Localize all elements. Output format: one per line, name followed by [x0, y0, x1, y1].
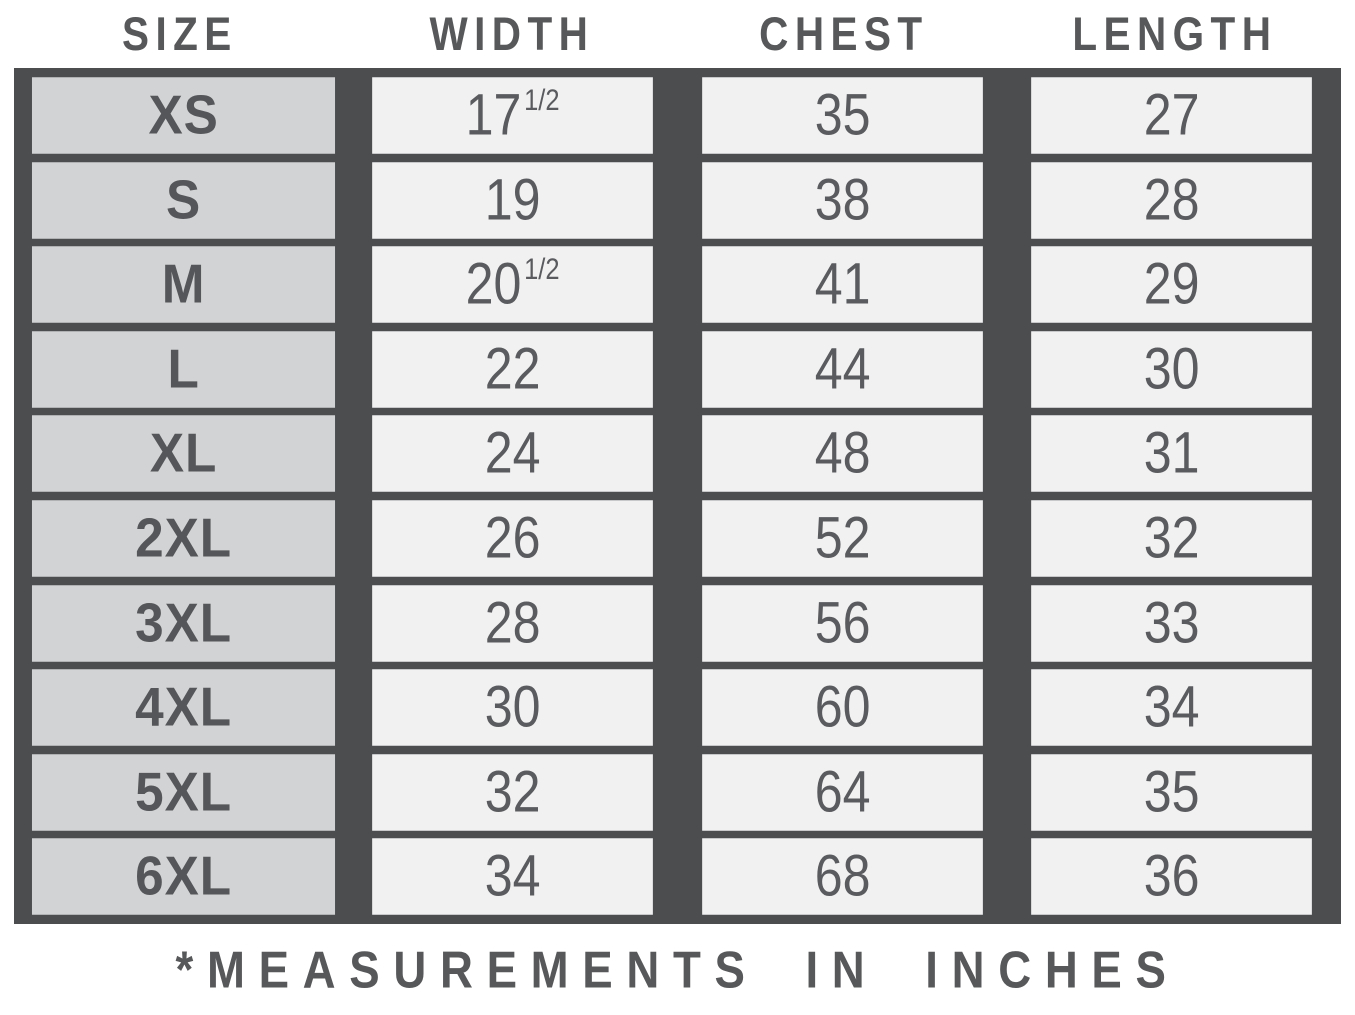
- chest-cell: 56: [701, 584, 983, 661]
- size-cell: 4XL: [31, 669, 336, 746]
- width-fraction: 1/2: [524, 84, 560, 118]
- width-value: 26: [484, 505, 541, 571]
- size-cell: 2XL: [31, 500, 336, 577]
- length-cell: 35: [1030, 754, 1312, 831]
- width-value: 34: [484, 843, 541, 909]
- width-cell: 32: [372, 754, 654, 831]
- width-value: 32: [484, 758, 541, 825]
- size-cell: 5XL: [31, 754, 336, 831]
- width-value: 28: [484, 589, 541, 656]
- width-cell: 30: [372, 669, 654, 746]
- length-cell: 32: [1030, 500, 1312, 577]
- width-cell: 17 1/2: [372, 77, 654, 154]
- size-table: XS 17 1/2 35 27 S 19 38 28 M 20 1/2 41 29 L 22 44 30 XL 24 4…: [14, 68, 1341, 924]
- header-row: SIZE WIDTH CHEST LENGTH: [14, 2, 1341, 68]
- length-cell: 28: [1030, 161, 1312, 238]
- width-fraction: 1/2: [524, 253, 560, 287]
- width-cell: 19: [372, 161, 654, 238]
- column-header-width: WIDTH: [429, 7, 595, 61]
- chest-cell: 52: [701, 500, 983, 577]
- width-value: 19: [484, 166, 541, 233]
- chest-cell: 48: [701, 415, 983, 492]
- width-cell: 22: [372, 331, 654, 408]
- size-cell: L: [31, 331, 336, 408]
- width-cell: 34: [372, 838, 654, 915]
- chest-cell: 38: [701, 161, 983, 238]
- chest-cell: 68: [701, 838, 983, 915]
- width-cell: 24: [372, 415, 654, 492]
- size-cell: 3XL: [31, 584, 336, 661]
- width-value: 30: [484, 674, 541, 740]
- width-cell: 28: [372, 584, 654, 661]
- width-value: 24: [484, 420, 541, 486]
- column-header-length: LENGTH: [1072, 7, 1278, 61]
- length-cell: 27: [1030, 77, 1312, 154]
- chest-cell: 44: [701, 331, 983, 408]
- chest-cell: 60: [701, 669, 983, 746]
- chest-cell: 41: [701, 246, 983, 323]
- chest-cell: 64: [701, 754, 983, 831]
- size-cell: XL: [31, 415, 336, 492]
- width-value: 17: [465, 82, 522, 148]
- chest-cell: 35: [701, 77, 983, 154]
- width-cell: 26: [372, 500, 654, 577]
- width-value: 22: [484, 335, 541, 402]
- size-cell: S: [31, 161, 336, 238]
- column-header-size: SIZE: [122, 7, 238, 61]
- width-value: 20: [465, 251, 522, 317]
- size-cell: M: [31, 246, 336, 323]
- size-cell: 6XL: [31, 838, 336, 915]
- length-cell: 31: [1030, 415, 1312, 492]
- column-header-chest: CHEST: [758, 7, 929, 61]
- width-cell: 20 1/2: [372, 246, 654, 323]
- size-cell: XS: [31, 77, 336, 154]
- length-cell: 36: [1030, 838, 1312, 915]
- length-cell: 30: [1030, 331, 1312, 408]
- length-cell: 29: [1030, 246, 1312, 323]
- length-cell: 34: [1030, 669, 1312, 746]
- footer: *MEASUREMENTS IN INCHES: [0, 924, 1355, 1015]
- measurements-note: *MEASUREMENTS IN INCHES: [175, 940, 1180, 999]
- length-cell: 33: [1030, 584, 1312, 661]
